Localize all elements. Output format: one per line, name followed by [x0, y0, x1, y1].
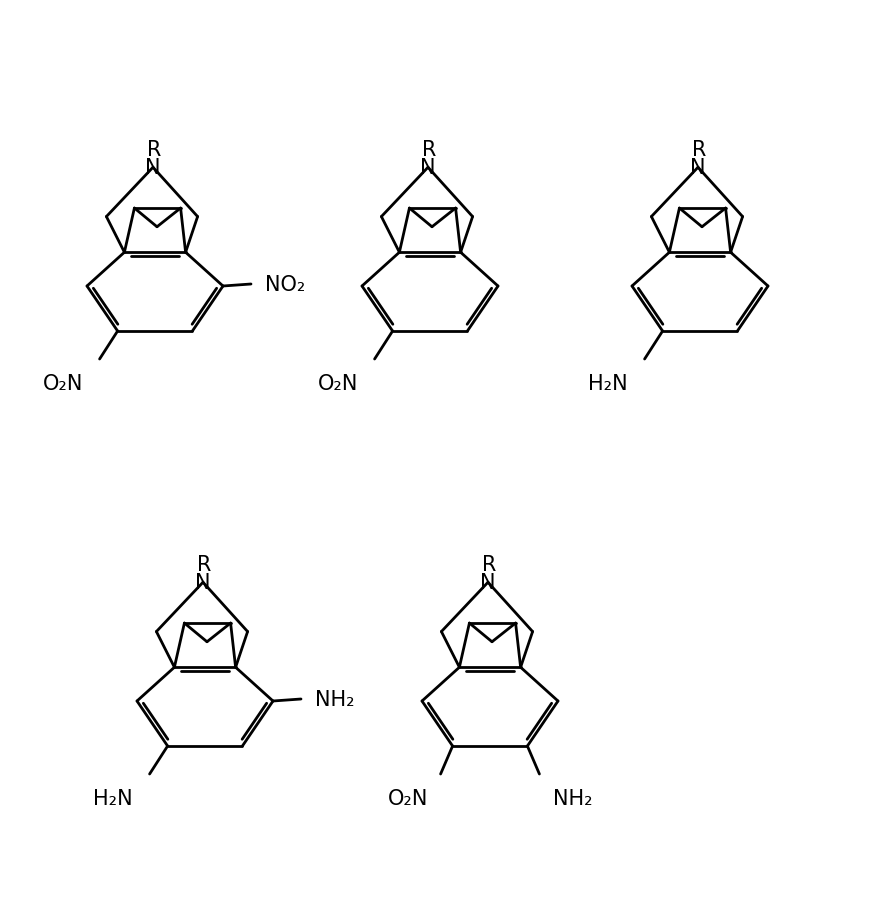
Text: NH₂: NH₂: [315, 690, 355, 710]
Text: N: N: [196, 573, 211, 592]
Text: R: R: [422, 140, 436, 160]
Text: O₂N: O₂N: [42, 374, 83, 394]
Text: NO₂: NO₂: [265, 275, 305, 294]
Text: H₂N: H₂N: [93, 788, 132, 808]
Text: N: N: [145, 159, 160, 178]
Text: O₂N: O₂N: [388, 788, 428, 808]
Text: R: R: [692, 140, 707, 160]
Text: N: N: [420, 159, 436, 178]
Text: N: N: [480, 573, 496, 592]
Text: R: R: [482, 555, 496, 575]
Text: N: N: [690, 159, 706, 178]
Text: R: R: [147, 140, 161, 160]
Text: R: R: [196, 555, 211, 575]
Text: O₂N: O₂N: [317, 374, 358, 394]
Text: NH₂: NH₂: [552, 788, 592, 808]
Text: H₂N: H₂N: [588, 374, 627, 394]
